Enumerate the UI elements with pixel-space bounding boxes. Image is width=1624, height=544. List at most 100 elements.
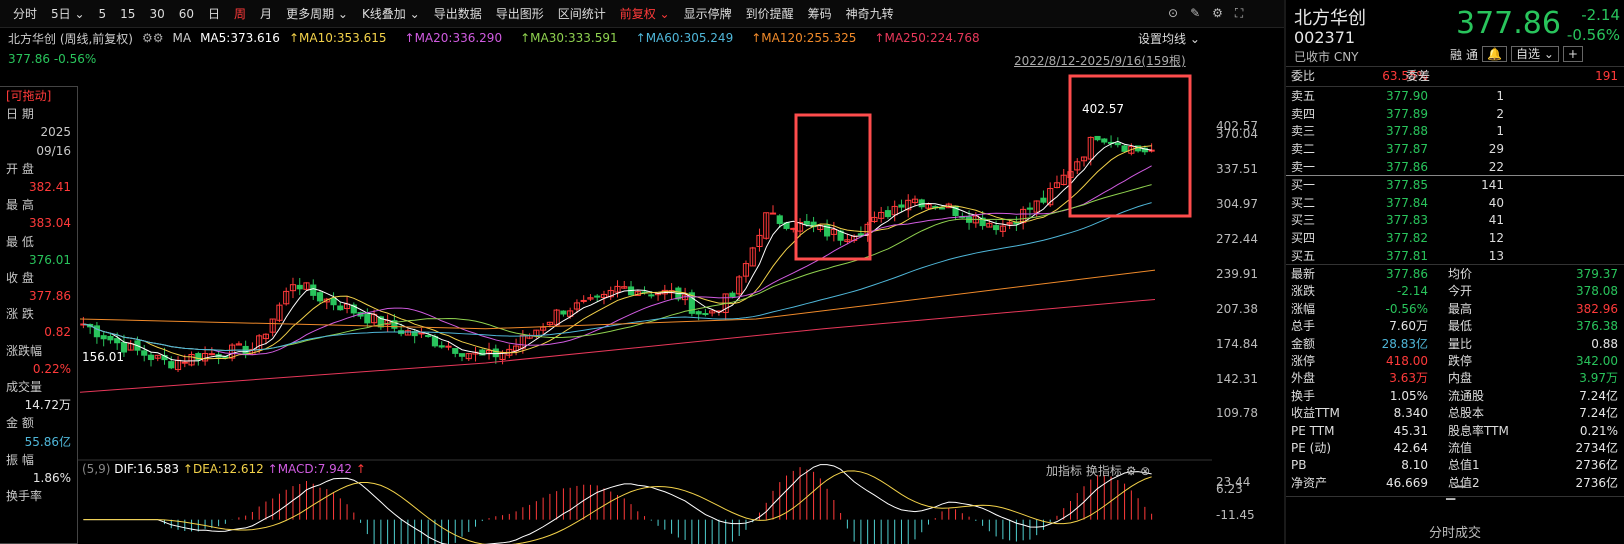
candle (107, 335, 114, 341)
pen-icon[interactable]: ✎ (1190, 6, 1201, 20)
candle (594, 295, 601, 298)
orderbook-row: 买二 377.84 40 (1291, 195, 1504, 210)
toolbar-item-9[interactable]: 更多周期 ⌄ (286, 7, 348, 21)
candle (114, 338, 121, 344)
bar-info-panel: [可拖动] 日 期 2025 09/16 开 盘 382.41 最 高 383.… (0, 86, 78, 544)
orderbook-row: 卖一 377.86 22 (1291, 159, 1504, 174)
kline-chart[interactable]: 402.57 156.01 (78, 70, 1212, 544)
ma120-value: ↑MA120:255.325 (751, 31, 857, 45)
close-icon[interactable]: ⊗ (1140, 464, 1151, 478)
toolbar-item-1[interactable]: 5日 ⌄ (51, 7, 85, 21)
candle (445, 345, 452, 348)
quote-buttons: 融 通 🔔 自选 ⌄ + (1450, 46, 1583, 63)
toolbar-item-8[interactable]: 月 (260, 7, 273, 21)
candle (803, 220, 810, 225)
candle (986, 222, 993, 228)
candle (736, 276, 743, 295)
close-label: 收 盘 (6, 270, 34, 285)
y-tick: 174.84 (1216, 337, 1258, 351)
quote-panel: 北方华创 002371 已收市 CNY 377.86 -2.14 -0.56% … (1286, 0, 1624, 544)
settings-icon[interactable]: ⚙ (1212, 6, 1223, 20)
chevron-circle-icon[interactable]: ⊙ (1168, 6, 1179, 20)
candle (350, 304, 357, 314)
quote-row: 涨幅 -0.56% 最高 382.96 (1291, 301, 1618, 316)
ma-lines (79, 140, 1156, 393)
toolbar-item-13[interactable]: 区间统计 (557, 7, 606, 21)
toolbar-item-16[interactable]: 到价提醒 (745, 7, 794, 21)
market-status: 已收市 CNY (1294, 50, 1359, 64)
date-md: 09/16 (36, 143, 71, 158)
set-ma-button[interactable]: 设置均线 ⌄ (1138, 32, 1200, 46)
orderbook-row: 卖三 377.88 1 (1291, 124, 1504, 139)
stock-name: 北方华创 (1294, 8, 1366, 29)
candle (830, 228, 837, 235)
candle (479, 349, 486, 356)
candle (891, 205, 898, 216)
toolbar-item-3[interactable]: 15 (120, 6, 136, 21)
macd-legend: (5,9) DIF:16.583 ↑DEA:12.612 ↑MACD:7.942… (82, 462, 366, 476)
toolbar-item-7[interactable]: 周 (234, 7, 247, 21)
orderbook-row: 买五 377.81 13 (1291, 248, 1504, 263)
fullscreen-icon[interactable]: ⛶ (1234, 6, 1244, 20)
candle (229, 344, 236, 359)
dif-value: DIF:16.583 (114, 462, 180, 476)
candle (614, 285, 621, 293)
candle (310, 284, 317, 296)
date-range[interactable]: 2022/8/12-2025/9/16(159根) (1014, 54, 1186, 68)
candle (621, 286, 628, 289)
quote-row: 总手 7.60万 最低 376.38 (1291, 319, 1618, 334)
ma-settings-icon[interactable]: ⚙⚙ (142, 31, 164, 45)
candle (1047, 187, 1054, 206)
candle (323, 298, 330, 303)
amplitude-label: 振 幅 (6, 452, 34, 467)
tick-trades-title[interactable]: 分时成交 (1428, 526, 1481, 541)
toolbar-item-6[interactable]: 日 (208, 7, 221, 21)
toolbar-item-17[interactable]: 筹码 (807, 7, 832, 21)
gear-icon[interactable]: ⚙ (1125, 464, 1137, 478)
candle (938, 207, 946, 210)
toolbar-item-10[interactable]: K线叠加 ⌄ (361, 7, 420, 21)
orderbook-row: 卖五 377.90 1 (1291, 89, 1504, 103)
toolbar-item-12[interactable]: 导出图形 (495, 7, 544, 21)
collapse-icon[interactable]: ▁▔ (1446, 486, 1465, 500)
candle (979, 217, 986, 227)
ma10-value: ↑MA10:353.615 (288, 31, 387, 45)
candle (898, 204, 905, 208)
ma30-line (83, 184, 1152, 352)
candle (1060, 174, 1067, 185)
orderbook-row: 卖二 377.87 29 (1291, 142, 1504, 157)
ma120-line (79, 269, 1156, 330)
toolbar-item-2[interactable]: 5 (98, 6, 107, 21)
candle (303, 282, 310, 290)
toolbar-item-11[interactable]: 导出数据 (433, 7, 482, 21)
candle (993, 225, 1000, 231)
date-year: 2025 (40, 125, 71, 140)
switch-indicator-button[interactable]: 换指标 (1085, 464, 1122, 478)
connect-badge: 通 (1466, 48, 1479, 62)
candle (1074, 161, 1081, 171)
candle (1080, 156, 1088, 162)
toolbar-item-0[interactable]: 分时 (13, 7, 38, 21)
y-tick: 272.44 (1216, 232, 1258, 246)
toolbar-item-14[interactable]: 前复权 ⌄ (619, 7, 670, 21)
candle (729, 292, 736, 297)
add-indicator-button[interactable]: 加指标 (1046, 464, 1083, 478)
toolbar-item-18[interactable]: 神奇九转 (845, 7, 894, 21)
y-axis: 402.57 370.04 337.51 304.97 272.44 239.91 207.… (1212, 0, 1280, 544)
pct-label: 涨跌幅 (6, 343, 43, 358)
toolbar-item-5[interactable]: 60 (178, 6, 195, 21)
high-value: 383.04 (29, 216, 71, 231)
candle (141, 350, 148, 356)
change-label: 涨 跌 (6, 307, 34, 322)
watchlist-button[interactable]: 自选 ⌄ (1510, 46, 1559, 62)
plus-icon[interactable]: + (1562, 46, 1583, 62)
bell-icon[interactable]: 🔔 (1482, 46, 1507, 62)
draggable-label[interactable]: [可拖动] (6, 89, 52, 103)
toolbar-item-15[interactable]: 显示停牌 (683, 7, 732, 21)
candle (688, 292, 695, 314)
toolbar-item-4[interactable]: 30 (149, 6, 165, 21)
candle (1101, 138, 1108, 143)
candle (465, 353, 472, 360)
candle (905, 199, 912, 211)
candle (695, 311, 702, 315)
